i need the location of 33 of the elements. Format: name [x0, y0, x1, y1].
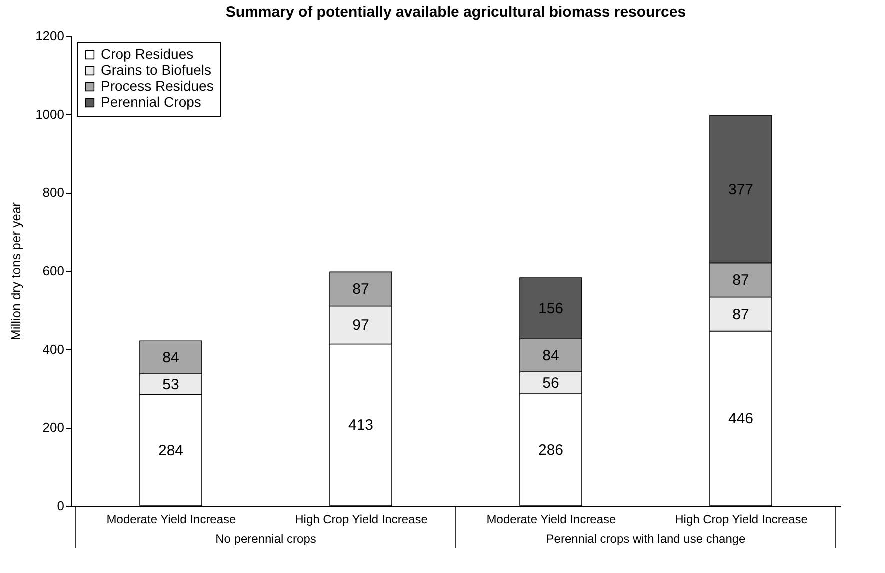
data-label: 284 — [158, 442, 184, 460]
y-tick-label: 400 — [42, 342, 64, 357]
legend-label: Crop Residues — [101, 46, 194, 62]
data-label: 84 — [162, 350, 180, 367]
text: No perennial crops — [216, 532, 316, 546]
text: Perennial crops with land use change — [546, 532, 746, 546]
data-label: 87 — [732, 306, 750, 324]
data-label: 377 — [728, 181, 754, 198]
data-label: 156 — [538, 300, 564, 318]
data-label: 53 — [162, 376, 180, 394]
x-tick-label: High Crop Yield Increase — [295, 512, 428, 526]
data-label: 286 — [538, 442, 564, 459]
data-label: 446 — [728, 410, 754, 428]
y-tick-label: 800 — [42, 185, 64, 200]
chart-title: Summary of potentially available agricultural biomass resources — [226, 4, 686, 21]
legend-label: Perennial Crops — [101, 94, 202, 110]
data-label: 84 — [542, 348, 560, 365]
y-tick-label: 200 — [42, 420, 64, 436]
data-label: 413 — [348, 417, 374, 434]
y-tick-label: 1000 — [36, 106, 64, 122]
legend-label: Grains to Biofuels — [101, 62, 212, 78]
y-axis-title: Million dry tons per year — [8, 202, 24, 340]
data-label: 56 — [542, 375, 560, 392]
y-tick-label: 1200 — [36, 28, 64, 44]
y-tick-label: 0 — [57, 498, 64, 514]
data-label: 87 — [352, 281, 370, 298]
x-tick-label: Moderate Yield Increase — [486, 512, 617, 526]
y-tick-label: 600 — [42, 264, 64, 278]
data-label: 97 — [352, 317, 370, 334]
data-label: 87 — [732, 272, 750, 290]
x-tick-label: High Crop Yield Increase — [675, 512, 808, 526]
legend-label: Process Residues — [101, 78, 214, 94]
x-tick-label: Moderate Yield Increase — [106, 512, 237, 526]
